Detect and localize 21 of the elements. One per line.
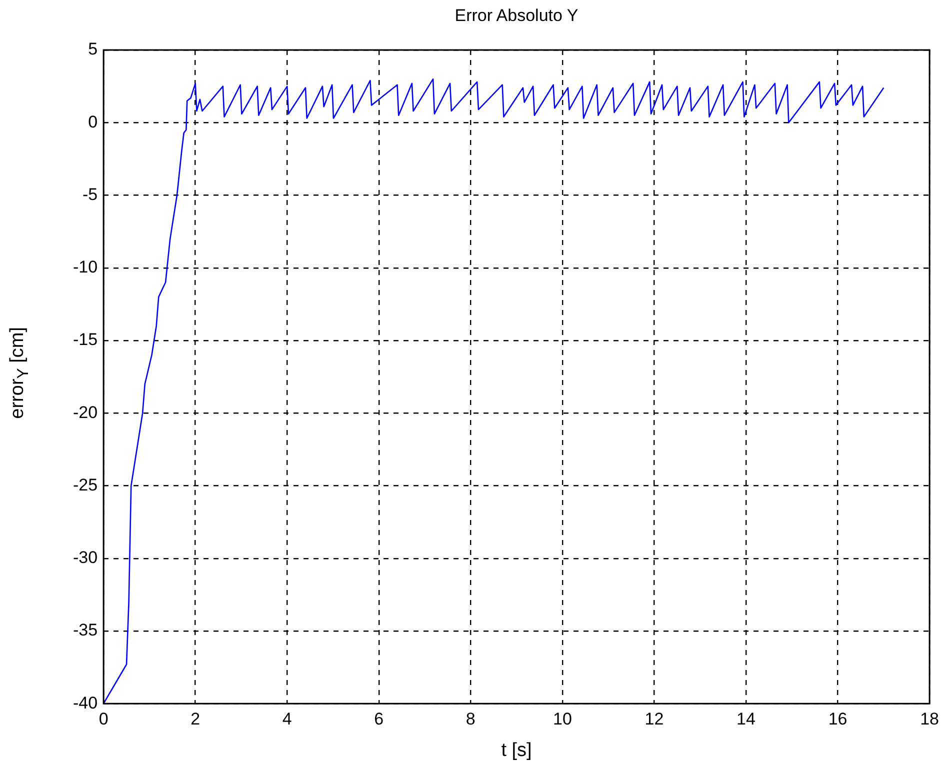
x-tick-label: 12 [644, 709, 664, 728]
y-tick-label: -40 [72, 693, 98, 712]
x-tick-label: 16 [828, 709, 848, 728]
y-tick-label: -25 [72, 475, 98, 494]
chart-title: Error Absoluto Y [454, 6, 580, 26]
y-tick-label: 5 [88, 40, 98, 59]
y-tick-label: -20 [72, 402, 98, 422]
x-tick-label: 10 [552, 709, 572, 728]
x-tick-label: 14 [736, 709, 756, 728]
y-tick-label: -35 [72, 620, 98, 640]
y-tick-label: -5 [82, 184, 98, 204]
x-tick-label: 4 [282, 709, 292, 728]
x-tick-label: 2 [190, 709, 200, 728]
x-tick-label: 8 [466, 709, 476, 728]
y-tick-label: -30 [72, 548, 98, 568]
x-tick-label: 18 [920, 709, 940, 728]
y-tick-label: -15 [72, 330, 98, 350]
y-tick-label: -10 [72, 258, 98, 277]
y-tick-label: 0 [88, 112, 98, 132]
x-axis-title: t [s] [500, 740, 533, 762]
x-tick-label: 6 [374, 709, 384, 728]
